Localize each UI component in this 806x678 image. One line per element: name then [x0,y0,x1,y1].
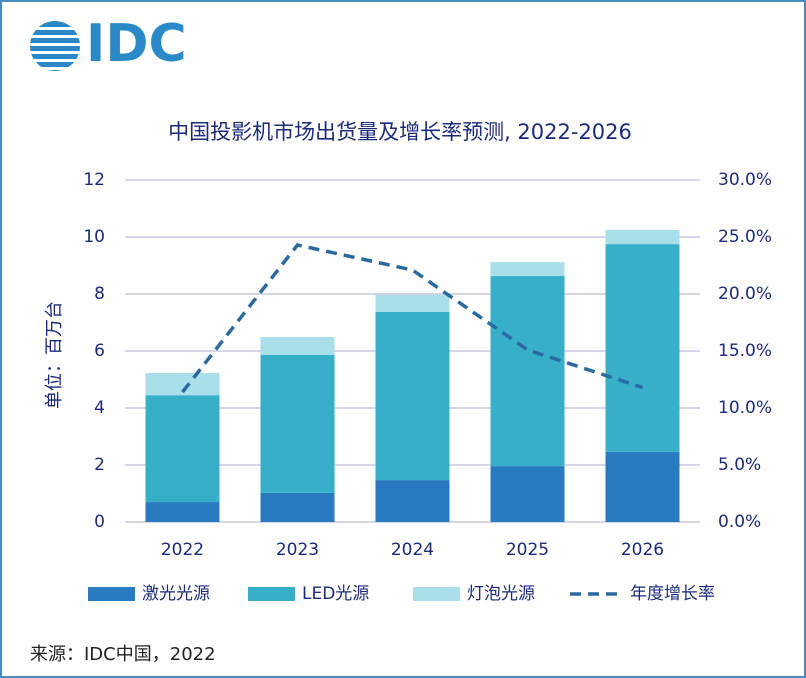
bar-segment [375,294,450,312]
legend-swatch [88,587,135,601]
legend-label: 灯泡光源 [467,584,535,604]
y2-tick-label: 10.0% [718,398,772,418]
y-tick-label: 12 [83,170,105,190]
y-tick-label: 4 [94,398,105,418]
bar-segment [490,276,565,467]
legend-label: 激光光源 [142,584,210,604]
logo-globe [28,21,82,71]
bar-segment [375,480,450,522]
bar-segment [145,502,220,522]
bar-segment [260,492,335,522]
bar-segment [145,395,220,503]
logo-text: IDC [86,14,187,74]
y2-tick-label: 0.0% [718,512,761,532]
bar-segment [490,466,565,522]
x-tick-label: 2025 [506,540,549,560]
legend-swatch [248,587,295,601]
y2-tick-label: 5.0% [718,455,761,475]
legend-swatch [413,587,460,601]
y2-tick-label: 25.0% [718,227,772,247]
bar-segment [605,244,680,452]
bar-segment [260,337,335,355]
bar-segment [375,311,450,481]
bar-segment [490,262,565,277]
x-tick-label: 2023 [276,540,319,560]
x-tick-label: 2026 [621,540,664,560]
source: 来源：IDC中国，2022 [30,644,216,665]
y-tick-label: 8 [94,284,105,304]
y2-tick-label: 15.0% [718,341,772,361]
y-tick-label: 6 [94,341,105,361]
bar-segment [605,451,680,522]
bar-segment [260,354,335,493]
chart-title: 中国投影机市场出货量及增长率预测, 2022-2026 [168,120,632,144]
x-tick-label: 2024 [391,540,434,560]
y2-tick-label: 20.0% [718,284,772,304]
y-tick-label: 2 [94,455,105,475]
bar-segment [605,229,680,245]
legend-label: LED光源 [302,584,369,604]
bar-segment [145,372,220,396]
x-tick-label: 2022 [161,540,204,560]
y-tick-label: 10 [83,227,105,247]
y-tick-label: 0 [94,512,105,532]
y-axis-label: 单位：百万台 [44,301,65,409]
legend-label: 年度增长率 [630,584,715,604]
y2-tick-label: 30.0% [718,170,772,190]
